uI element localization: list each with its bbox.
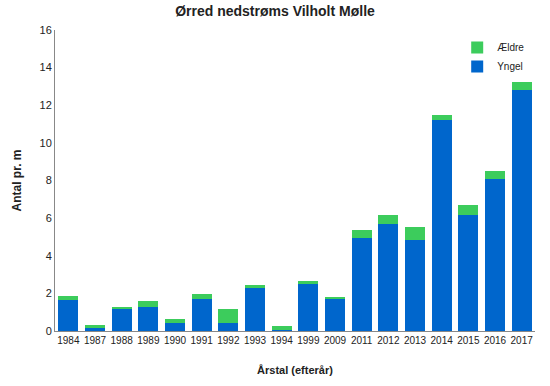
svg-text:1987: 1987 <box>84 335 107 346</box>
svg-text:12: 12 <box>40 99 52 111</box>
svg-text:0: 0 <box>46 325 52 337</box>
svg-text:Årstal (efterår): Årstal (efterår) <box>257 364 333 376</box>
svg-text:14: 14 <box>40 61 52 73</box>
svg-text:6: 6 <box>46 212 52 224</box>
svg-text:2015: 2015 <box>457 335 480 346</box>
svg-text:1992: 1992 <box>217 335 240 346</box>
svg-text:8: 8 <box>46 174 52 186</box>
svg-text:2017: 2017 <box>511 335 534 346</box>
svg-text:1991: 1991 <box>191 335 214 346</box>
svg-text:2014: 2014 <box>431 335 454 346</box>
svg-text:1994: 1994 <box>271 335 294 346</box>
svg-text:2: 2 <box>46 287 52 299</box>
svg-text:2011: 2011 <box>351 335 373 346</box>
svg-text:2009: 2009 <box>324 335 347 346</box>
svg-text:Ørred nedstrøms Vilholt Mølle: Ørred nedstrøms Vilholt Mølle <box>175 3 375 19</box>
svg-text:2016: 2016 <box>484 335 507 346</box>
svg-text:4: 4 <box>46 250 52 262</box>
svg-text:1988: 1988 <box>111 335 134 346</box>
svg-text:1989: 1989 <box>137 335 160 346</box>
svg-text:2012: 2012 <box>377 335 400 346</box>
svg-text:Antal pr. m: Antal pr. m <box>10 149 24 211</box>
svg-text:1990: 1990 <box>164 335 187 346</box>
svg-text:Yngel: Yngel <box>497 61 523 72</box>
svg-text:10: 10 <box>40 137 52 149</box>
svg-text:1984: 1984 <box>57 335 80 346</box>
svg-text:1999: 1999 <box>297 335 320 346</box>
svg-text:1993: 1993 <box>244 335 267 346</box>
svg-text:Ældre: Ældre <box>497 42 524 53</box>
svg-text:2013: 2013 <box>404 335 427 346</box>
svg-text:16: 16 <box>40 24 52 36</box>
